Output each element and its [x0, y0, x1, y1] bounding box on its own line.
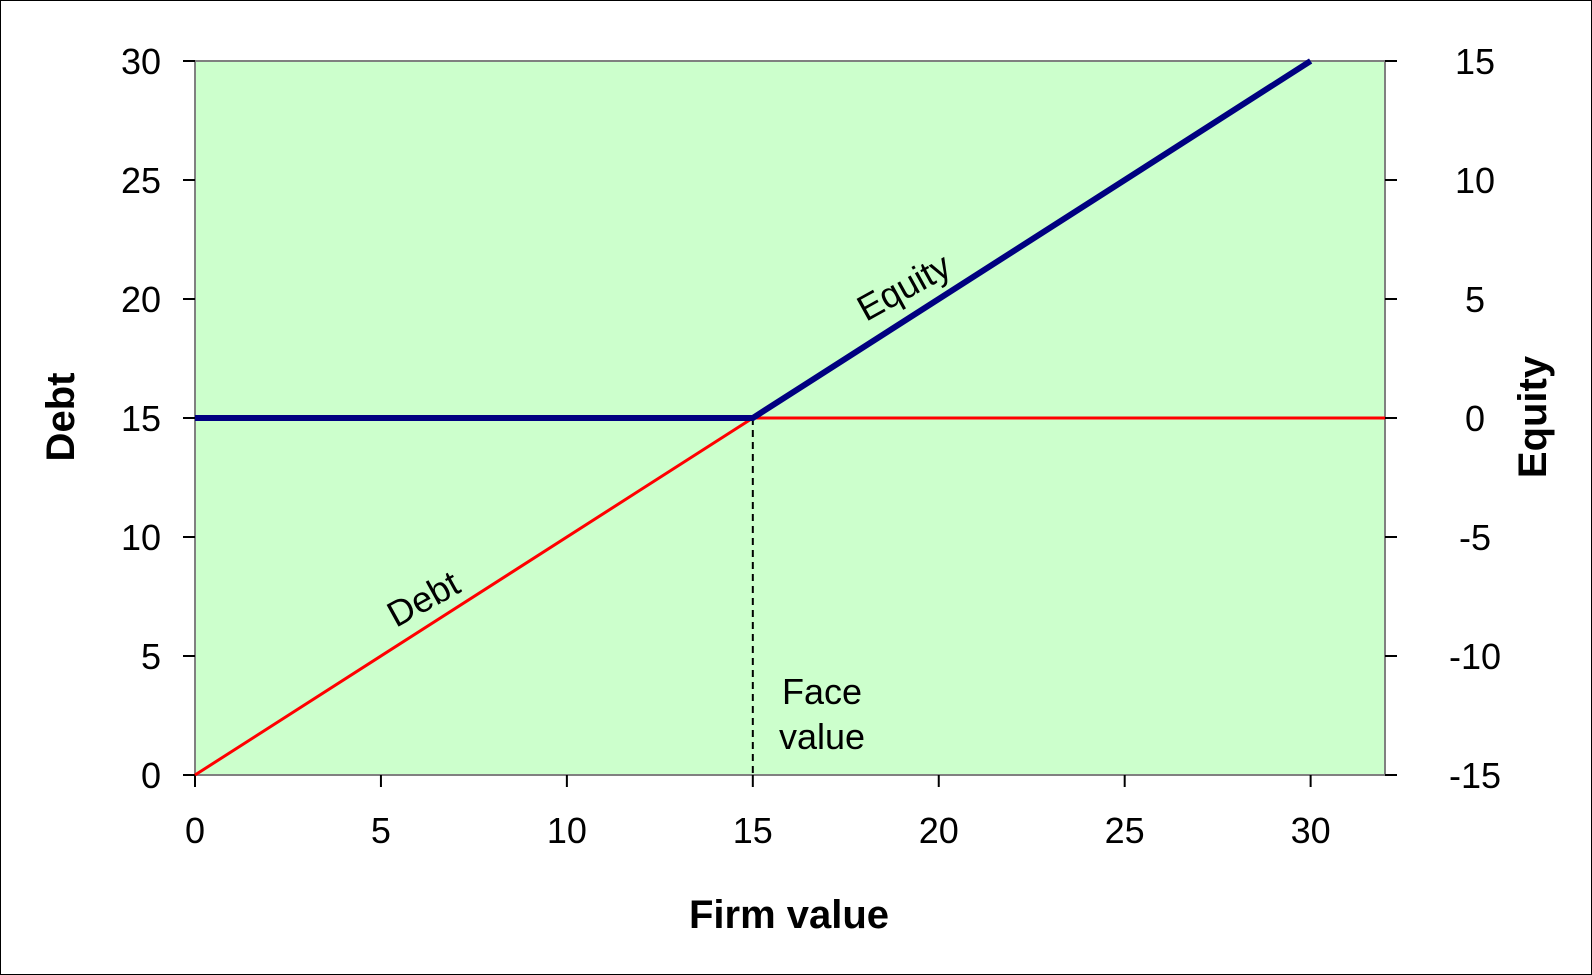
y-right-tick-label: 10 — [1455, 160, 1495, 201]
y-left-tick-label: 15 — [121, 398, 161, 439]
y-left-tick-label: 0 — [141, 755, 161, 796]
x-tick-label: 5 — [371, 810, 391, 851]
ticks-layer: 0 5 10 15 20 25 30 0 5 10 15 20 25 30 -15 -10 -5 0 5 10 15 — [121, 41, 1501, 851]
y-left-tick-label: 10 — [121, 517, 161, 558]
x-tick-label: 0 — [185, 810, 205, 851]
x-tick-label: 25 — [1105, 810, 1145, 851]
x-tick-label: 30 — [1291, 810, 1331, 851]
y-right-tick-label: 5 — [1465, 279, 1485, 320]
x-tick-label: 10 — [547, 810, 587, 851]
y-left-tick-label: 25 — [121, 160, 161, 201]
y-right-tick-label: 15 — [1455, 41, 1495, 82]
y-left-tick-label: 20 — [121, 279, 161, 320]
y-left-tick-label: 30 — [121, 41, 161, 82]
y-axis-right-title: Equity — [1511, 355, 1555, 478]
y-left-tick-label: 5 — [141, 636, 161, 677]
y-right-tick-label: 0 — [1465, 398, 1485, 439]
y-right-tick-label: -10 — [1449, 636, 1501, 677]
y-right-tick-label: -15 — [1449, 755, 1501, 796]
y-right-tick-label: -5 — [1459, 517, 1491, 558]
x-tick-label: 15 — [733, 810, 773, 851]
x-axis-title: Firm value — [689, 893, 889, 937]
y-axis-left-title: Debt — [39, 373, 83, 462]
face-value-label-line2: value — [779, 716, 865, 757]
equity-line — [195, 58, 1313, 421]
face-value-label-line1: Face — [782, 671, 862, 712]
x-tick-label: 20 — [919, 810, 959, 851]
